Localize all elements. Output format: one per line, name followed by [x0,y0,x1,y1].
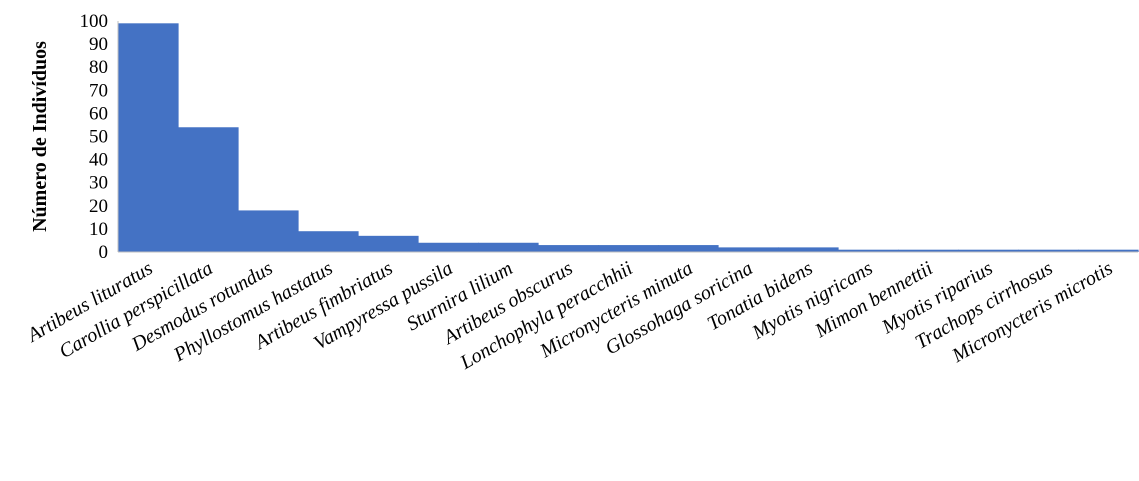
bar [538,245,599,252]
plot-area [118,23,1139,253]
y-tick-label: 40 [89,150,108,171]
bar [1078,249,1139,252]
y-axis-title: Número de Indivíduos [29,41,51,232]
y-tick-label: 50 [89,127,108,148]
bar [718,247,779,252]
bar [418,242,479,252]
y-tick-label: 80 [89,57,108,78]
bar [898,249,959,252]
bar [478,242,539,252]
bar [1018,249,1079,252]
bar [598,245,659,252]
bar [958,249,1019,252]
bar [778,247,839,252]
y-tick-label: 90 [89,34,108,55]
y-tick-label: 60 [89,103,108,124]
bar [298,231,359,252]
y-tick-label: 0 [99,242,109,263]
bar [118,23,179,253]
y-tick-label: 20 [89,196,108,217]
y-tick-label: 10 [89,219,108,240]
bar [238,210,299,252]
bar [658,245,719,252]
bar [358,235,419,252]
y-tick-label: 30 [89,173,108,194]
y-tick-label: 100 [80,11,109,32]
y-tick-label: 70 [89,80,108,101]
bar [838,249,899,252]
bar [178,127,239,252]
